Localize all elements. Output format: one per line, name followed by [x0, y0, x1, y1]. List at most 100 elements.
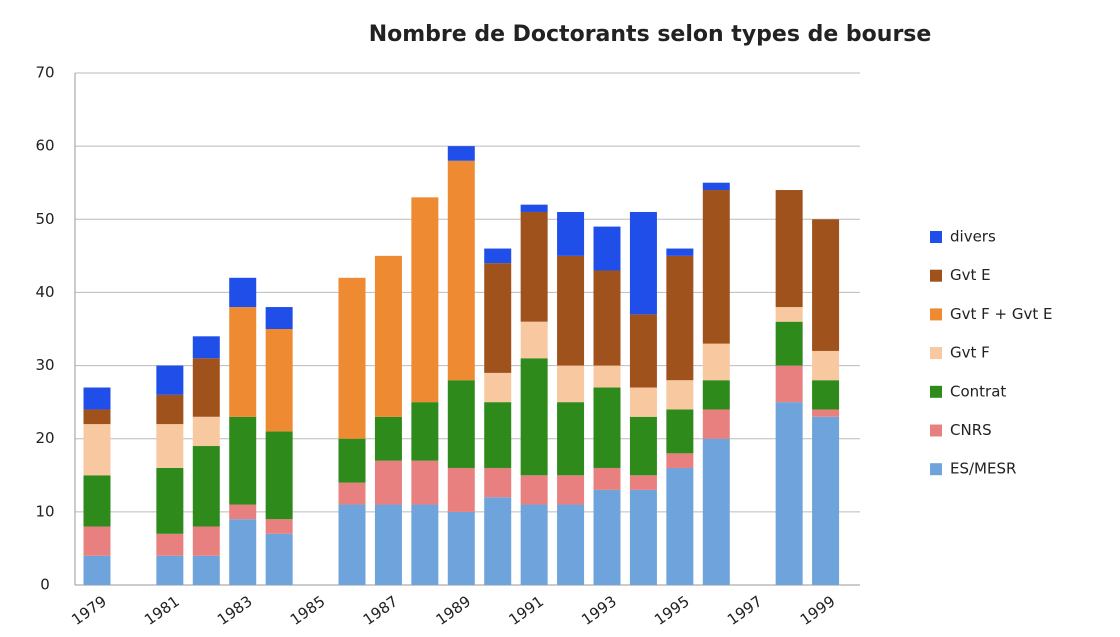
bar-segment: [702, 190, 730, 344]
bar-segment: [629, 475, 657, 490]
bar-segment: [229, 307, 257, 417]
bar-segment: [338, 438, 366, 483]
legend-label: Gvt F: [950, 344, 990, 362]
bar-segment: [484, 467, 512, 498]
bar-segment: [411, 504, 439, 585]
x-tick-label: 1997: [724, 592, 766, 629]
bar-segment: [447, 467, 475, 512]
bar-segment: [520, 204, 548, 212]
bar-segment: [629, 387, 657, 417]
y-tick-label: 10: [35, 502, 54, 520]
legend-swatch: [930, 231, 942, 243]
legend-label: Gvt F + Gvt E: [950, 305, 1053, 323]
bar-segment: [484, 372, 512, 403]
bar-segment: [666, 255, 694, 381]
y-tick-label: 20: [35, 429, 54, 447]
bar-segment: [156, 365, 184, 395]
bar-segment: [666, 248, 694, 256]
bar-segment: [775, 321, 803, 366]
bar-segment: [447, 380, 475, 468]
bar-segment: [520, 358, 548, 476]
bar-segment: [775, 307, 803, 322]
bar-segment: [520, 321, 548, 359]
bar-segment: [447, 160, 475, 381]
bar-segment: [156, 394, 184, 425]
bar-segment: [374, 416, 402, 461]
bar-segment: [484, 263, 512, 373]
bar-segment: [593, 467, 621, 490]
bar-segment: [484, 497, 512, 585]
bar-segment: [374, 504, 402, 585]
bar-segment: [156, 424, 184, 468]
bar-segment: [265, 307, 293, 329]
bar-segment: [666, 380, 694, 410]
bar-segment: [156, 467, 184, 534]
chart-title: Nombre de Doctorants selon types de bour…: [369, 22, 932, 47]
bar-segment: [629, 416, 657, 476]
bar-segment: [557, 475, 585, 505]
x-tick-label: 1999: [797, 592, 839, 629]
bar-segment: [156, 555, 184, 585]
y-tick-label: 0: [40, 576, 50, 594]
x-tick-label: 1985: [287, 592, 329, 629]
bar-segment: [156, 533, 184, 556]
bar-segment: [447, 511, 475, 585]
bar-segment: [265, 519, 293, 534]
x-tick-label: 1981: [141, 592, 183, 629]
bar-segment: [229, 416, 257, 505]
bar-segment: [411, 460, 439, 505]
bar-segment: [557, 504, 585, 585]
bar-segment: [593, 365, 621, 388]
bar-segment: [520, 504, 548, 585]
y-tick-label: 30: [35, 356, 54, 374]
bar-segment: [83, 555, 111, 585]
bar-segment: [192, 416, 220, 447]
y-tick-label: 60: [35, 137, 54, 155]
bar-segment: [702, 182, 730, 191]
legend-label: Contrat: [950, 382, 1006, 400]
bar-segment: [593, 270, 621, 366]
bar-segment: [812, 416, 840, 585]
y-tick-label: 50: [35, 210, 54, 228]
bar-segment: [192, 336, 220, 359]
legend-swatch: [930, 424, 942, 437]
bar-segment: [812, 380, 840, 410]
bar-segment: [374, 255, 402, 417]
bar-segment: [520, 211, 548, 322]
bar-segment: [702, 343, 730, 381]
legend-swatch: [930, 269, 942, 282]
bar-segment: [593, 226, 621, 271]
legend-label: CNRS: [950, 421, 992, 439]
bar-segment: [265, 533, 293, 585]
bar-segment: [229, 277, 257, 308]
legend-swatch: [930, 463, 942, 476]
bar-segment: [229, 519, 257, 585]
x-tick-label: 1989: [433, 592, 475, 629]
bar-segment: [557, 402, 585, 476]
bar-segment: [447, 146, 475, 161]
x-tick-label: 1979: [68, 592, 110, 629]
bar-segment: [265, 329, 293, 432]
x-tick-label: 1987: [360, 592, 402, 629]
bar-segment: [83, 424, 111, 476]
x-tick-label: 1983: [214, 592, 256, 629]
bar-segment: [775, 365, 803, 403]
bar-segment: [374, 460, 402, 505]
bar-segment: [83, 475, 111, 527]
bar-segment: [192, 526, 220, 556]
bar-segment: [702, 409, 730, 439]
bar-segment: [338, 482, 366, 505]
bar-segment: [520, 475, 548, 505]
x-tick-label: 1991: [505, 592, 547, 629]
y-tick-label: 40: [35, 283, 54, 301]
legend-label: divers: [950, 228, 996, 246]
bar-segment: [629, 211, 657, 315]
bar-segment: [629, 314, 657, 388]
legend-swatch: [930, 385, 942, 398]
bar-segment: [83, 409, 111, 425]
bar-segment: [593, 489, 621, 585]
bar-segment: [338, 277, 366, 439]
bar-segment: [812, 219, 840, 351]
legend-label: ES/MESR: [950, 460, 1016, 478]
